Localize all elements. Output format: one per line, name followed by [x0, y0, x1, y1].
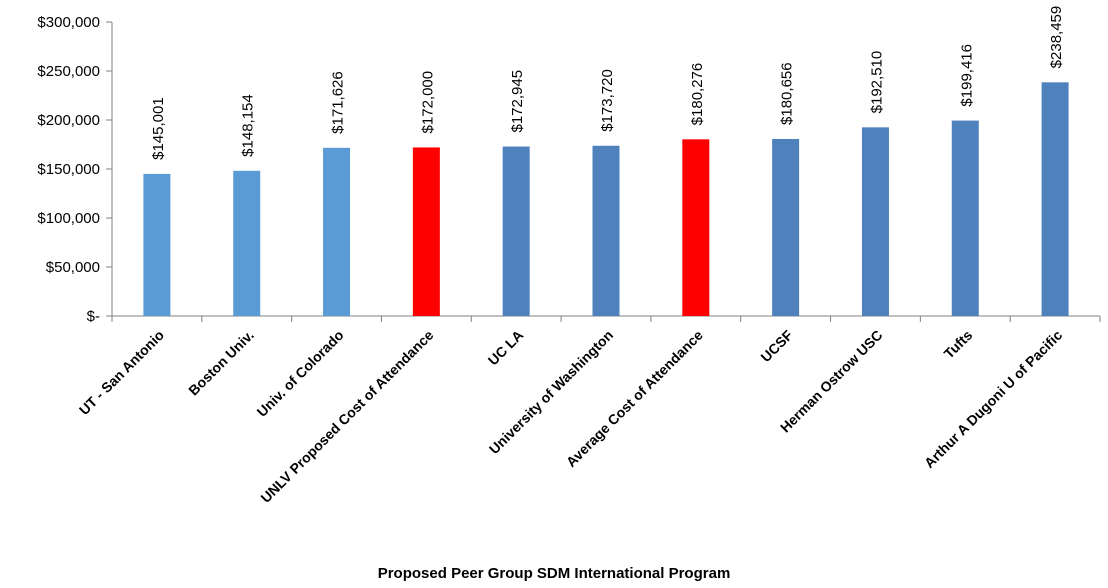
data-label: $172,000: [419, 71, 436, 134]
x-axis-title: Proposed Peer Group SDM International Pr…: [377, 565, 731, 582]
data-label: $192,510: [868, 51, 885, 114]
bar: [682, 139, 710, 316]
data-label: $172,945: [509, 70, 526, 133]
category-label: UC LA: [485, 327, 527, 369]
category-label: Herman Ostrow USC: [777, 327, 886, 436]
y-tick-label: $250,000: [37, 63, 100, 80]
category-label: UT - San Antonio: [76, 327, 167, 418]
bar: [772, 138, 800, 316]
y-tick-label: $150,000: [37, 161, 100, 178]
data-label: $173,720: [599, 69, 616, 132]
data-label: $171,626: [330, 71, 347, 134]
category-label: UCSF: [757, 327, 796, 366]
y-tick-label: $200,000: [37, 112, 100, 129]
y-tick-label: $-: [87, 308, 100, 325]
y-tick-label: $100,000: [37, 210, 100, 227]
data-label: $238,459: [1048, 6, 1065, 69]
bar: [1041, 82, 1069, 316]
bar: [233, 170, 261, 316]
data-label: $180,276: [689, 63, 706, 126]
category-label: UNLV Proposed Cost of Attendance: [257, 327, 436, 506]
bar: [592, 145, 620, 316]
data-label: $180,656: [779, 62, 796, 125]
bar: [951, 120, 979, 316]
y-tick-label: $50,000: [46, 259, 100, 276]
bar: [861, 127, 889, 316]
bar: [502, 146, 530, 316]
bar: [412, 147, 440, 316]
data-label: $145,001: [150, 97, 167, 160]
y-tick-label: $300,000: [37, 14, 100, 31]
data-label: $148,154: [240, 94, 257, 157]
bar: [143, 173, 171, 316]
category-label: Boston Univ.: [185, 327, 257, 399]
bar: [323, 147, 351, 316]
data-label: $199,416: [958, 44, 975, 107]
category-label: Tufts: [941, 327, 976, 362]
category-label: Univ. of Colorado: [254, 327, 347, 420]
